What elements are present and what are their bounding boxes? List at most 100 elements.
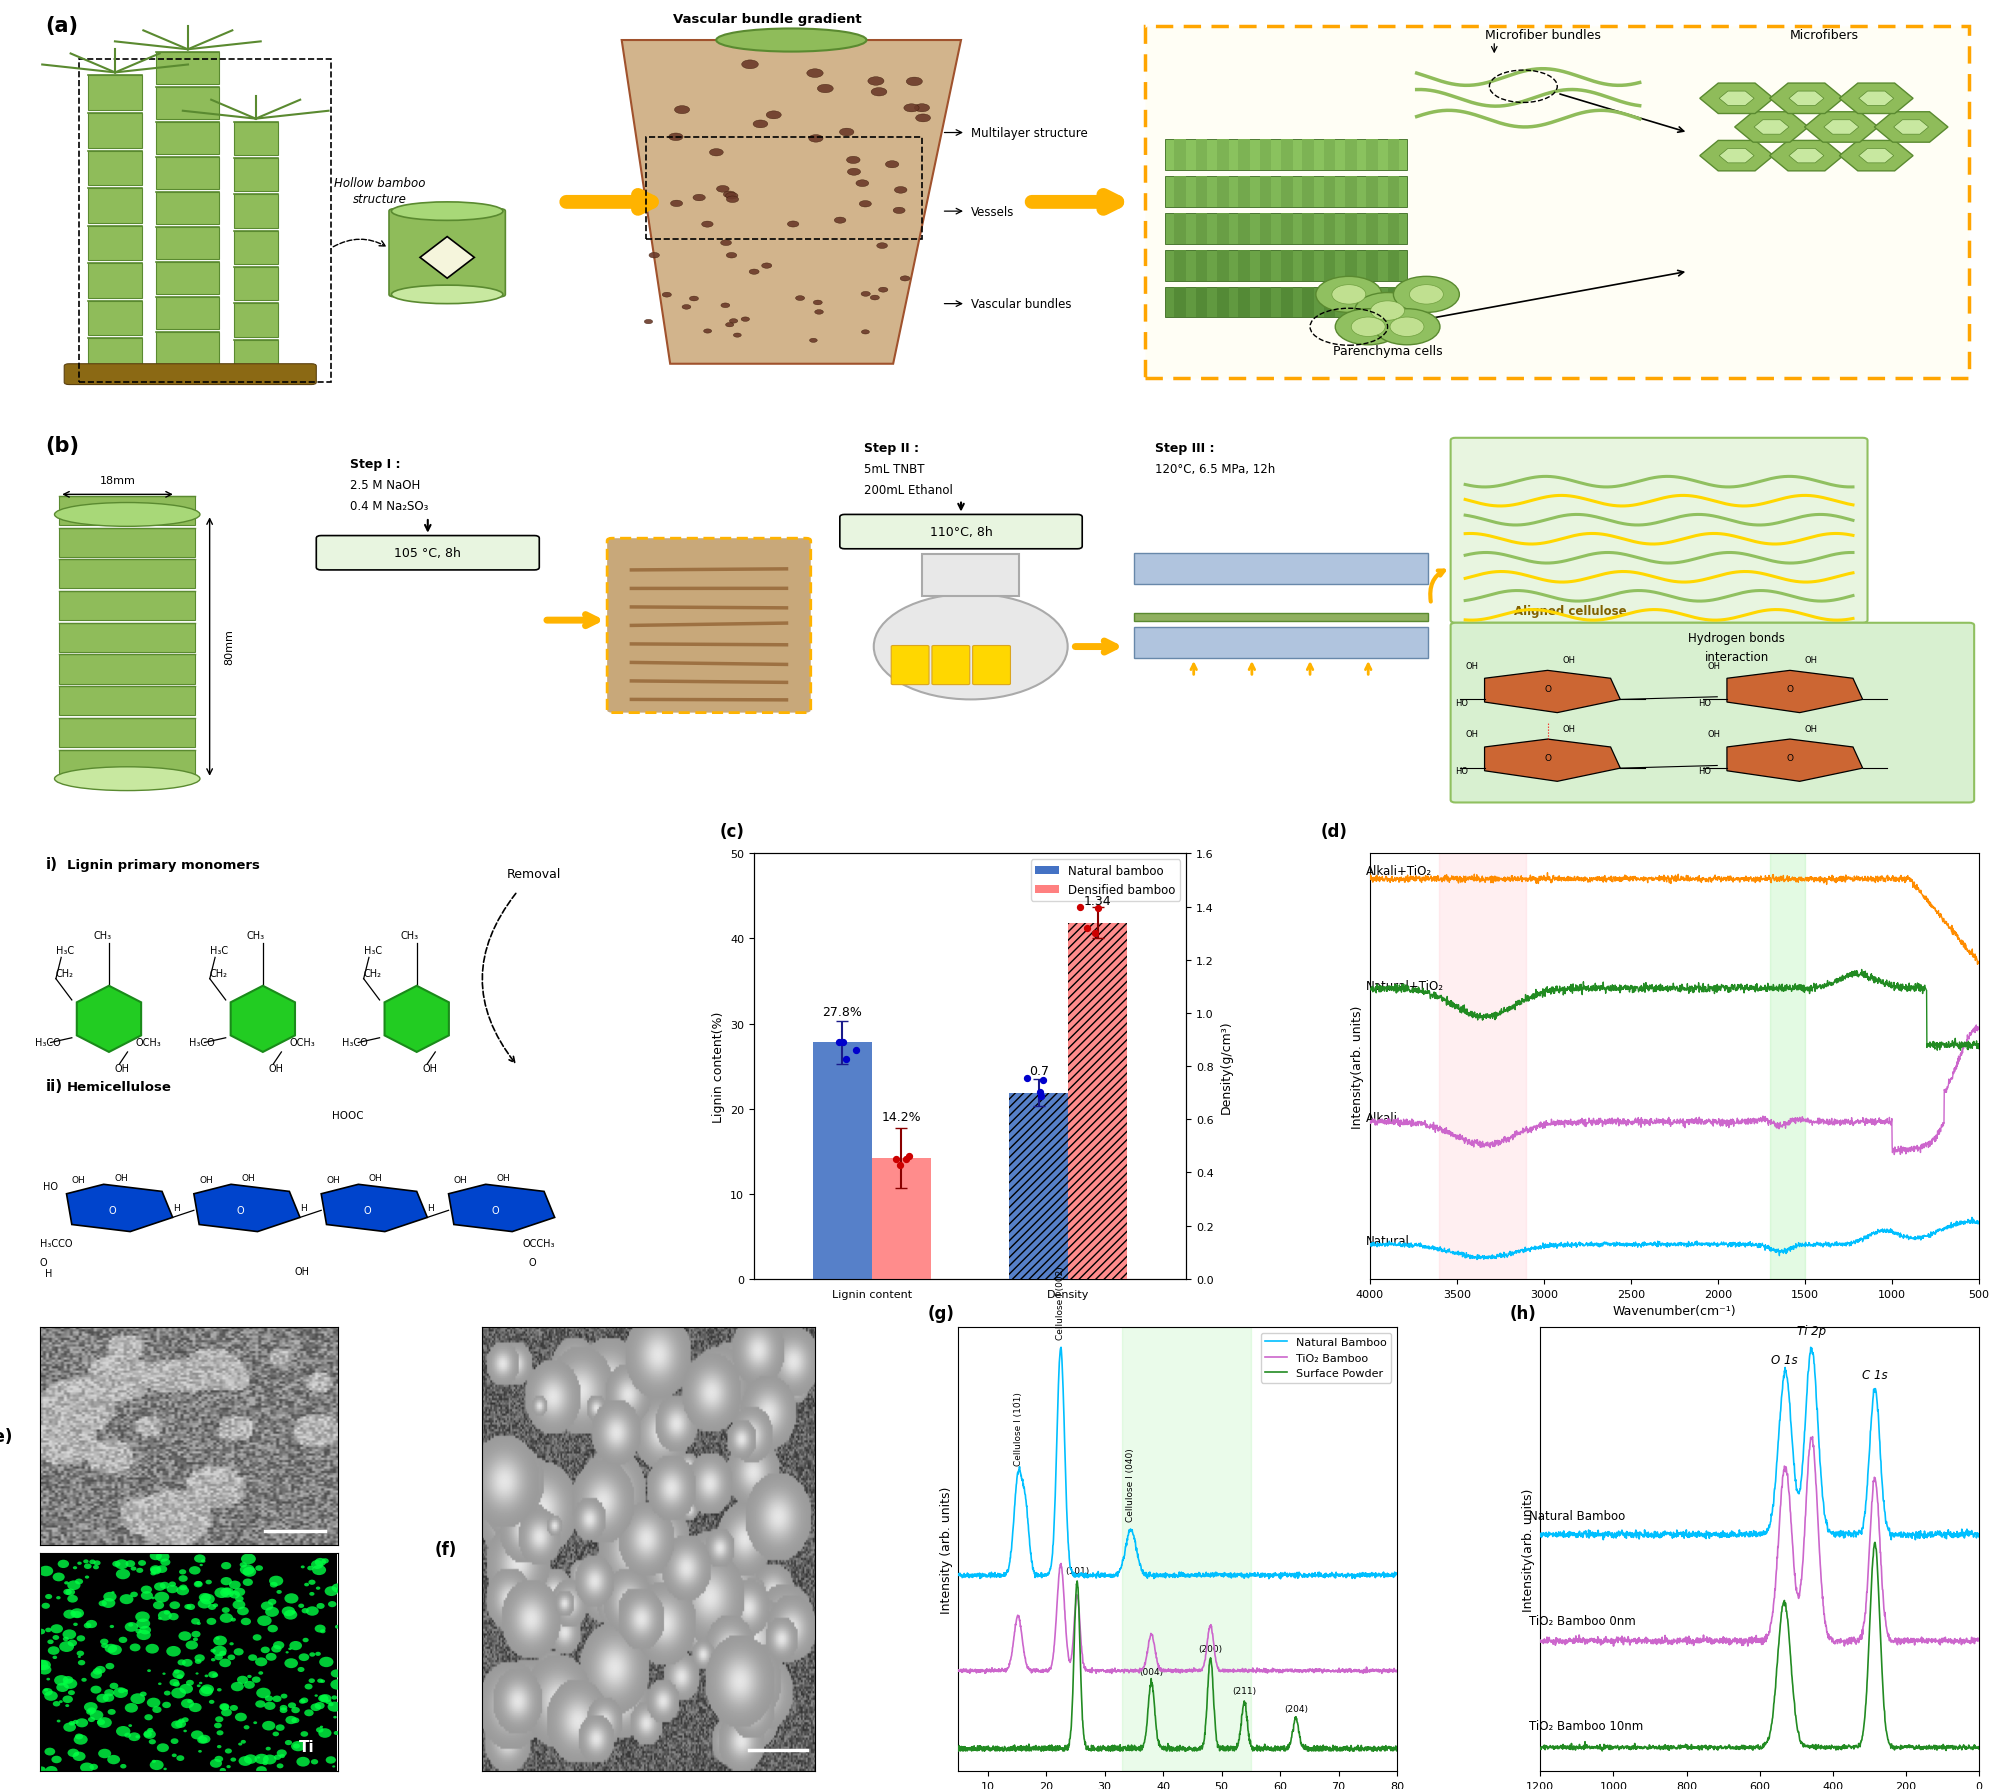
Natural Bamboo xyxy=(1195,1564,1219,1585)
Circle shape xyxy=(90,1560,96,1564)
Circle shape xyxy=(194,1655,204,1662)
Circle shape xyxy=(56,1596,60,1599)
Circle shape xyxy=(88,1717,96,1723)
Circle shape xyxy=(184,1605,192,1610)
Circle shape xyxy=(222,1562,232,1569)
Natural Bamboo xyxy=(1385,1564,1409,1585)
FancyBboxPatch shape xyxy=(1165,215,1407,245)
Circle shape xyxy=(102,1598,116,1608)
FancyBboxPatch shape xyxy=(88,265,142,299)
FancyBboxPatch shape xyxy=(1195,288,1207,318)
Text: 14.2%: 14.2% xyxy=(881,1111,921,1123)
Circle shape xyxy=(262,1760,268,1766)
Circle shape xyxy=(284,1594,298,1603)
Circle shape xyxy=(168,1614,178,1621)
FancyBboxPatch shape xyxy=(1345,140,1357,170)
Ellipse shape xyxy=(1355,293,1421,329)
Circle shape xyxy=(230,1642,234,1646)
Text: 0.7: 0.7 xyxy=(1029,1064,1049,1077)
Polygon shape xyxy=(1718,91,1752,106)
Ellipse shape xyxy=(669,200,683,208)
Circle shape xyxy=(84,1564,92,1569)
Circle shape xyxy=(186,1680,194,1685)
Circle shape xyxy=(56,1683,68,1692)
Bar xyxy=(1770,853,1804,1279)
Circle shape xyxy=(238,1757,252,1766)
Circle shape xyxy=(220,1578,232,1585)
FancyBboxPatch shape xyxy=(1387,215,1399,245)
FancyBboxPatch shape xyxy=(156,157,220,190)
Text: 0.4 M Na₂SO₃: 0.4 M Na₂SO₃ xyxy=(350,499,428,513)
Circle shape xyxy=(300,1700,306,1703)
Text: CH₃: CH₃ xyxy=(248,930,266,941)
Point xyxy=(1027,1066,1059,1095)
Circle shape xyxy=(270,1581,278,1587)
Circle shape xyxy=(180,1683,194,1694)
Ellipse shape xyxy=(661,293,671,299)
FancyBboxPatch shape xyxy=(1281,140,1293,170)
FancyBboxPatch shape xyxy=(1345,215,1357,245)
Circle shape xyxy=(52,1657,58,1658)
Circle shape xyxy=(282,1607,296,1615)
Text: HO: HO xyxy=(1696,767,1710,776)
Circle shape xyxy=(72,1565,78,1569)
FancyBboxPatch shape xyxy=(1323,177,1335,208)
Text: H₃C: H₃C xyxy=(56,945,74,955)
Circle shape xyxy=(192,1730,204,1739)
Text: 5mL TNBT: 5mL TNBT xyxy=(863,463,925,476)
Polygon shape xyxy=(66,1184,172,1233)
Circle shape xyxy=(218,1689,222,1692)
Circle shape xyxy=(144,1730,156,1739)
Circle shape xyxy=(160,1581,170,1589)
Circle shape xyxy=(136,1630,142,1633)
Circle shape xyxy=(324,1587,338,1596)
Point xyxy=(1023,1077,1055,1106)
Circle shape xyxy=(160,1558,170,1565)
Text: Multilayer structure: Multilayer structure xyxy=(971,127,1087,140)
Circle shape xyxy=(296,1757,310,1766)
Bar xyxy=(813,1043,871,1279)
Circle shape xyxy=(198,1599,212,1608)
FancyBboxPatch shape xyxy=(60,623,196,653)
Circle shape xyxy=(206,1617,216,1624)
Point xyxy=(883,1150,915,1179)
Circle shape xyxy=(112,1562,120,1567)
Circle shape xyxy=(334,1732,340,1735)
Ellipse shape xyxy=(839,129,853,136)
Circle shape xyxy=(178,1660,186,1666)
Circle shape xyxy=(240,1741,246,1744)
FancyBboxPatch shape xyxy=(1259,288,1271,318)
Circle shape xyxy=(228,1655,236,1660)
Circle shape xyxy=(180,1569,186,1574)
FancyBboxPatch shape xyxy=(156,227,220,259)
Text: O: O xyxy=(110,1206,116,1215)
Circle shape xyxy=(328,1703,334,1707)
Circle shape xyxy=(262,1601,274,1610)
Text: H₃CO: H₃CO xyxy=(188,1038,214,1047)
Circle shape xyxy=(216,1730,224,1735)
Natural Bamboo xyxy=(1141,1567,1165,1589)
Text: Hydrogen bonds: Hydrogen bonds xyxy=(1688,632,1784,644)
Circle shape xyxy=(198,1592,212,1601)
FancyBboxPatch shape xyxy=(1173,250,1185,281)
Circle shape xyxy=(256,1700,266,1708)
Circle shape xyxy=(220,1703,230,1710)
Circle shape xyxy=(316,1651,322,1657)
TiO₂ Bamboo xyxy=(1133,1653,1157,1675)
Circle shape xyxy=(52,1635,60,1641)
Natural Bamboo xyxy=(945,1564,969,1585)
Circle shape xyxy=(72,1612,82,1617)
Ellipse shape xyxy=(1335,309,1401,345)
FancyBboxPatch shape xyxy=(1217,140,1229,170)
Circle shape xyxy=(136,1567,144,1573)
Text: 105 °C, 8h: 105 °C, 8h xyxy=(394,547,462,560)
Text: C 1s: C 1s xyxy=(1860,1369,1886,1381)
Bar xyxy=(1121,1327,1251,1771)
FancyBboxPatch shape xyxy=(1195,250,1207,281)
Circle shape xyxy=(170,1601,180,1608)
Circle shape xyxy=(60,1641,74,1651)
FancyBboxPatch shape xyxy=(1195,177,1207,208)
Circle shape xyxy=(196,1673,198,1675)
Circle shape xyxy=(306,1607,318,1615)
Text: O: O xyxy=(1786,753,1792,762)
